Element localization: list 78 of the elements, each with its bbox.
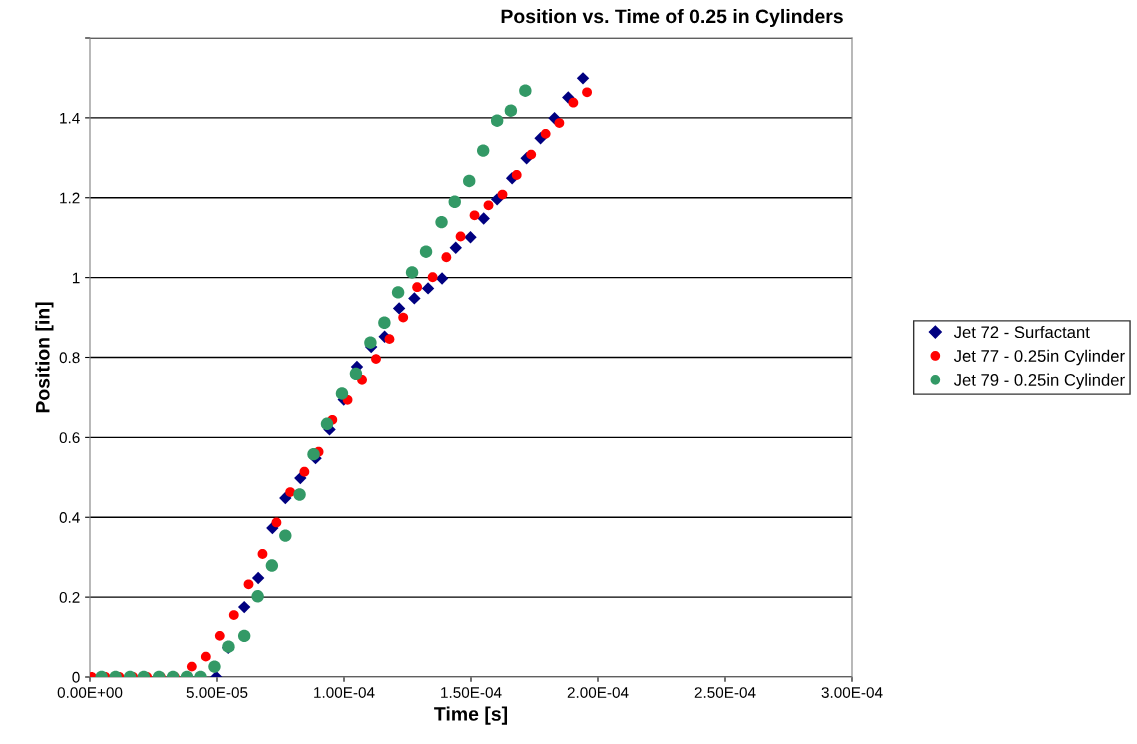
point <box>476 144 490 157</box>
point <box>391 286 405 299</box>
y-tick-label: 1.2 <box>60 192 80 204</box>
point <box>265 559 279 572</box>
point <box>554 118 565 128</box>
x-tick-label: 2.00E-04 <box>567 687 629 698</box>
point <box>279 529 292 542</box>
x-tick-label: 1.00E-04 <box>314 687 375 698</box>
point <box>392 302 406 315</box>
point <box>435 215 448 229</box>
point <box>320 417 334 431</box>
point <box>504 104 518 117</box>
point <box>412 282 423 293</box>
point <box>251 590 264 603</box>
point <box>208 660 221 673</box>
point <box>435 272 449 285</box>
point <box>463 174 476 188</box>
point <box>200 651 211 662</box>
y-tick-label: 0.8 <box>59 352 80 364</box>
point <box>371 354 381 365</box>
y-tick-label: 0.4 <box>59 512 80 523</box>
point <box>464 231 477 244</box>
x-axis-title: Time [s] <box>434 706 508 725</box>
point <box>448 195 461 208</box>
y-tick-label: 0.6 <box>59 432 80 444</box>
x-tick-label: 1.50E-04 <box>441 687 502 698</box>
point <box>243 579 254 590</box>
y-tick-label: 1 <box>72 272 80 284</box>
point <box>378 316 391 329</box>
legend-label: Jet 79 - 0.25in Cylinder <box>953 373 1125 390</box>
point <box>526 149 537 160</box>
point <box>540 128 551 139</box>
point <box>427 272 438 283</box>
point <box>511 170 522 180</box>
point <box>455 231 466 242</box>
point <box>576 72 590 85</box>
x-tick-label: 0.00E+00 <box>57 687 123 698</box>
legend-label: Jet 72 - Surfactant <box>953 325 1090 339</box>
point <box>405 266 419 279</box>
point <box>349 367 363 381</box>
y-tick-label: 0 <box>72 671 80 683</box>
point <box>519 84 532 97</box>
point <box>335 387 349 400</box>
point <box>384 334 395 345</box>
point <box>271 517 282 528</box>
point <box>421 282 435 295</box>
point <box>490 114 504 127</box>
point <box>364 336 377 349</box>
point <box>408 292 421 305</box>
x-tick-label: 3.00E-04 <box>821 687 883 698</box>
point <box>469 210 480 221</box>
x-tick-label: 5.00E-05 <box>186 687 248 698</box>
point <box>285 487 296 497</box>
point <box>419 245 433 258</box>
y-tick-label: 1.4 <box>60 112 80 124</box>
point <box>568 97 579 108</box>
point <box>449 241 462 254</box>
point <box>237 600 251 614</box>
point <box>186 661 197 672</box>
point <box>251 571 265 585</box>
point <box>582 87 592 98</box>
chart-title: Position vs. Time of 0.25 in Cylinders <box>501 8 843 28</box>
point <box>214 630 225 641</box>
y-tick-label: 0.2 <box>59 591 80 603</box>
point <box>257 549 268 559</box>
point <box>398 312 409 323</box>
point <box>228 610 239 621</box>
point <box>299 466 310 477</box>
legend-label: Jet 77 - 0.25in Cylinder <box>953 349 1125 366</box>
point <box>483 200 494 211</box>
point <box>477 212 490 225</box>
point <box>237 629 251 643</box>
x-tick-label: 2.50E-04 <box>694 687 756 698</box>
point <box>497 189 508 200</box>
y-axis-title: Position [in] <box>35 302 54 413</box>
point <box>307 447 320 461</box>
point <box>441 252 452 263</box>
point <box>293 488 306 501</box>
